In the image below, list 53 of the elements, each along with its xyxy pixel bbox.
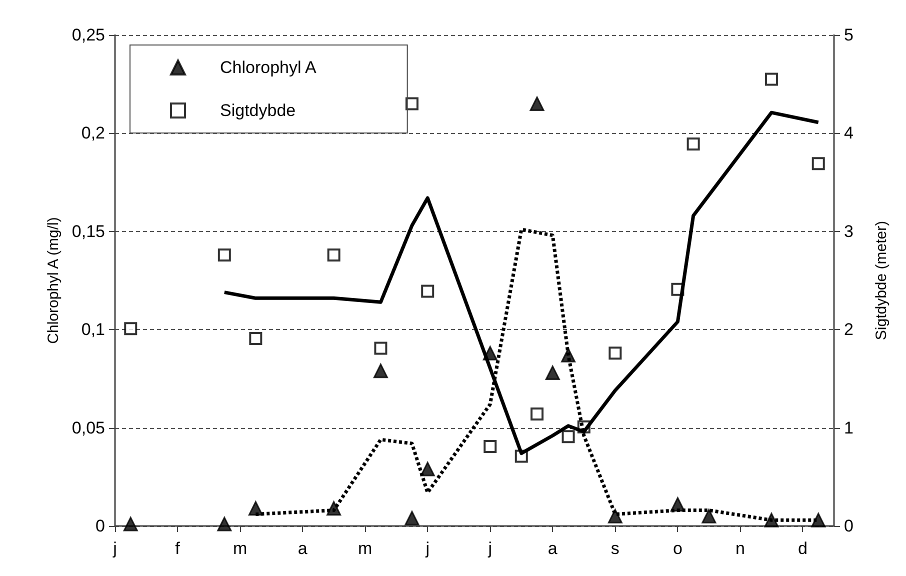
point — [404, 510, 420, 526]
point — [123, 516, 138, 532]
point — [811, 512, 826, 528]
point — [484, 440, 497, 453]
y-tick-label: 0,25 — [72, 26, 105, 44]
point — [530, 408, 544, 421]
point — [764, 72, 778, 86]
point — [218, 248, 231, 262]
y2-tick-label: 3 — [844, 222, 854, 241]
point — [249, 332, 262, 345]
x-tick-label: j — [424, 539, 430, 558]
point — [686, 138, 700, 150]
y-tick-label: 0 — [96, 516, 105, 536]
x-tick-label: j — [112, 539, 117, 558]
y-tick-label: 0,1 — [81, 320, 105, 340]
x-tick-label: d — [798, 539, 808, 558]
point — [405, 97, 418, 110]
x-tick-label: f — [175, 539, 180, 558]
legend-label: Chlorophyl A — [220, 58, 318, 77]
y2-tick-label: 2 — [844, 320, 854, 340]
point — [702, 508, 716, 524]
x-tick-label: a — [548, 539, 558, 558]
point — [545, 366, 560, 380]
y-axis-title: Chlorophyl A (mg/l) — [45, 217, 62, 344]
y2-tick-label: 5 — [844, 26, 854, 44]
x-tick-label: a — [298, 539, 308, 558]
point — [124, 322, 138, 336]
x-tick-label: s — [610, 539, 620, 558]
point — [608, 346, 622, 360]
point — [421, 284, 434, 298]
point — [327, 248, 340, 262]
y2-tick-label: 0 — [844, 516, 854, 536]
y2-tick-label: 1 — [844, 418, 854, 438]
y-tick-label: 0,15 — [72, 222, 105, 241]
x-tick-label: m — [232, 539, 248, 558]
y2-axis-title: Sigtdybde (meter) — [873, 220, 890, 340]
point — [420, 462, 435, 476]
x-tick-label: n — [735, 539, 745, 558]
y-tick-label: 0,05 — [72, 418, 105, 438]
x-tick-label: m — [358, 539, 372, 558]
point — [373, 364, 388, 378]
x-tick-label: o — [672, 539, 682, 558]
y-tick-label: 0,2 — [81, 124, 105, 143]
x-tick-label: j — [487, 539, 492, 558]
point — [530, 96, 544, 111]
legend-label: Sigtdybde — [220, 101, 296, 120]
y2-tick-label: 4 — [844, 124, 854, 143]
point — [217, 516, 232, 532]
point — [608, 508, 622, 524]
point — [812, 157, 825, 170]
point — [374, 342, 388, 355]
point — [562, 430, 575, 444]
point — [764, 512, 779, 528]
